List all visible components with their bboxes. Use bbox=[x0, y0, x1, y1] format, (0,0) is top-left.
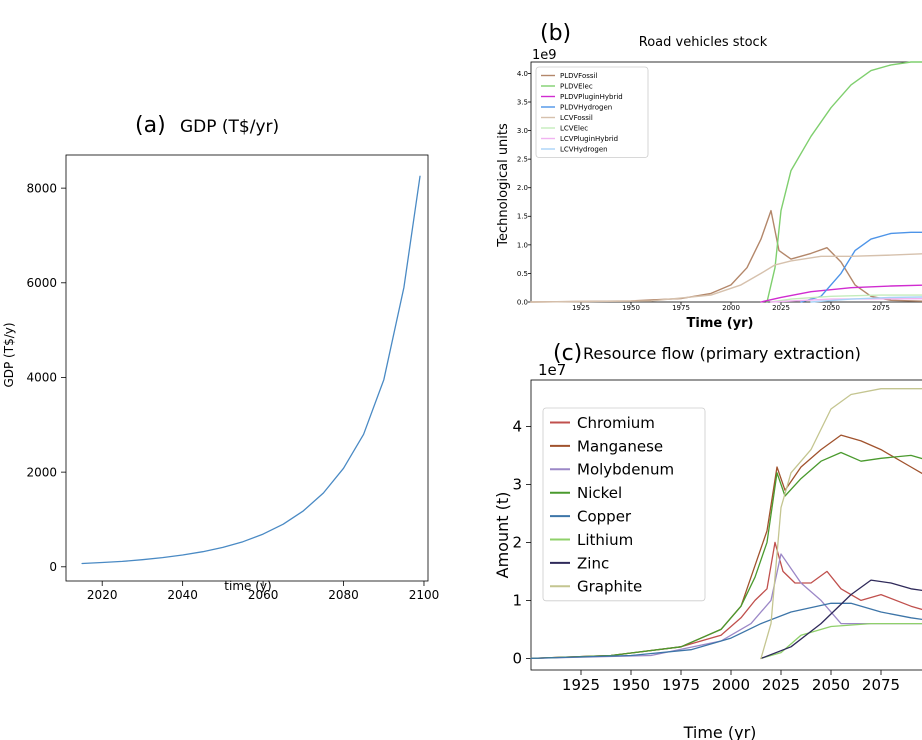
panel-a-title: GDP (T$/yr) bbox=[180, 117, 279, 137]
panel-b-y-tick-label: 1.0 bbox=[517, 241, 528, 249]
panel-a-gdp-chart: (a) GDP (T$/yr) 2020 2040 2060 2080 2100 0 200… bbox=[2, 113, 439, 602]
panel-b-x-tick-label: 1950 bbox=[622, 304, 640, 312]
panel-c-x-tick-label: 2025 bbox=[762, 676, 800, 694]
panel-b-road-vehicles-chart: (b) Road vehicles stock 1e9 1925 1950 1975… bbox=[496, 21, 922, 331]
panel-c-legend-label: Nickel bbox=[577, 484, 622, 502]
panel-c-legend-label: Zinc bbox=[577, 554, 609, 572]
panel-a-x-tick-label: 2080 bbox=[328, 588, 359, 602]
panel-b-legend-box bbox=[535, 66, 649, 158]
panel-b-x-tick-label: 2050 bbox=[822, 304, 840, 312]
panel-b-title: Road vehicles stock bbox=[639, 35, 768, 50]
panel-b-legend-label: LCVHydrogen bbox=[560, 146, 608, 154]
panel-b-xlabel: Time (yr) bbox=[687, 316, 754, 331]
panel-a-series-line-series bbox=[81, 175, 421, 565]
panel-c-series-line-zinc bbox=[760, 579, 922, 660]
panel-b-y-tick-label: 2.0 bbox=[517, 184, 528, 192]
panel-c-xlabel: Time (yr) bbox=[683, 723, 757, 740]
panel-c-series-line-graphite bbox=[760, 388, 922, 660]
panel-a-plot-frame bbox=[65, 154, 429, 582]
panel-c-y-tick-label: 2 bbox=[512, 534, 522, 552]
panel-b-y-tick-label: 0.5 bbox=[517, 270, 528, 278]
panel-b-letter: (b) bbox=[540, 21, 571, 46]
panel-c-y-tick-label: 3 bbox=[512, 476, 522, 494]
panel-b-x-tick-label: 2025 bbox=[772, 304, 790, 312]
panel-b-x-tick-label: 1925 bbox=[572, 304, 590, 312]
panel-b-legend-label: PLDVHydrogen bbox=[560, 104, 612, 112]
panel-b-legend-label: PLDVElec bbox=[560, 83, 593, 91]
panel-c-series-line-molybdenum bbox=[530, 553, 922, 660]
panel-b-x-tick-label: 2000 bbox=[722, 304, 740, 312]
panel-b-y-tick-label: 2.5 bbox=[517, 156, 528, 164]
panel-c-y-tick-label: 4 bbox=[512, 418, 522, 436]
panel-c-y-tick-label: 1 bbox=[512, 592, 522, 610]
panel-c-x-tick-label: 2050 bbox=[812, 676, 850, 694]
panel-c-x-tick-label: 2075 bbox=[862, 676, 900, 694]
panel-c-x-tick-label: 1975 bbox=[662, 676, 700, 694]
panel-b-series-line-pldvhydrogen bbox=[800, 231, 922, 303]
panel-b-exponent: 1e9 bbox=[532, 48, 557, 63]
panel-c-letter: (c) bbox=[553, 341, 582, 366]
panel-b-x-tick-label: 1975 bbox=[672, 304, 690, 312]
panel-c-ylabel: Amount (t) bbox=[493, 492, 512, 579]
panel-b-y-tick-label: 4.0 bbox=[517, 70, 528, 78]
panel-a-x-tick-label: 2060 bbox=[248, 588, 279, 602]
panel-c-legend-label: Manganese bbox=[577, 437, 663, 455]
panel-b-y-tick-label: 0.0 bbox=[517, 298, 528, 306]
panel-b-legend-label: PLDVFossil bbox=[560, 72, 597, 80]
panel-b-series-line-pldvfossil bbox=[530, 209, 922, 303]
panel-c-series-line-lithium bbox=[760, 622, 922, 660]
panel-b-y-tick-label: 1.5 bbox=[517, 213, 528, 221]
panel-a-xlabel: time (y) bbox=[224, 579, 271, 593]
panel-a-ylabel: GDP (T$/y) bbox=[2, 322, 16, 387]
panel-a-y-tick-label: 2000 bbox=[26, 465, 57, 479]
panel-a-y-tick-label: 6000 bbox=[26, 276, 57, 290]
panel-a-letter: (a) bbox=[135, 113, 166, 138]
panel-a-x-tick-label: 2040 bbox=[167, 588, 198, 602]
panel-b-legend-label: LCVPluginHybrid bbox=[560, 135, 618, 143]
panel-b-series-line-lcvelec bbox=[770, 294, 922, 303]
panel-a-y-tick-label: 4000 bbox=[26, 371, 57, 385]
panel-c-x-tick-label: 2000 bbox=[712, 676, 750, 694]
panel-c-legend-label: Chromium bbox=[577, 414, 655, 432]
panel-c-legend-label: Lithium bbox=[577, 531, 633, 549]
panel-c-legend-label: Copper bbox=[577, 508, 632, 526]
panel-b-legend-label: LCVFossil bbox=[560, 114, 593, 122]
panel-a-x-tick-label: 2100 bbox=[409, 588, 440, 602]
panel-c-series-line-chromium bbox=[530, 541, 922, 660]
panel-c-title: Resource flow (primary extraction) bbox=[583, 344, 861, 363]
panel-b-y-tick-label: 3.5 bbox=[517, 98, 528, 106]
panel-c-series-line-nickel bbox=[530, 451, 922, 660]
panel-c-exponent: 1e7 bbox=[538, 361, 566, 379]
panel-a-y-tick-label: 8000 bbox=[26, 181, 57, 195]
panel-b-legend-label: PLDVPluginHybrid bbox=[560, 93, 623, 101]
panel-c-legend-box bbox=[542, 407, 706, 602]
panel-b-series-line-lcvfossil bbox=[530, 253, 922, 303]
panel-c-x-tick-label: 1925 bbox=[562, 676, 600, 694]
panel-b-series-line-lcvpluginhybrid bbox=[770, 297, 922, 303]
panel-c-x-tick-label: 1950 bbox=[612, 676, 650, 694]
panel-c-series-line-copper bbox=[530, 602, 922, 660]
panel-b-ylabel: Technological units bbox=[496, 123, 511, 248]
panel-c-resource-flow-chart: (c) Resource flow (primary extraction) 1… bbox=[493, 341, 922, 740]
panel-b-series-line-pldvelec bbox=[766, 61, 922, 303]
panel-a-x-tick-label: 2020 bbox=[87, 588, 118, 602]
panel-b-series-line-pldvpluginhybrid bbox=[760, 284, 922, 303]
panel-b-legend-label: LCVElec bbox=[560, 125, 588, 133]
panel-b-series-line-lcvhydrogen bbox=[810, 296, 922, 303]
panel-c-y-tick-label: 0 bbox=[512, 650, 522, 668]
panel-c-legend-label: Graphite bbox=[577, 578, 642, 596]
panel-a-y-tick-label: 0 bbox=[49, 560, 57, 574]
panel-b-x-tick-label: 2075 bbox=[872, 304, 890, 312]
panel-c-legend-label: Molybdenum bbox=[577, 461, 674, 479]
panel-b-y-tick-label: 3.0 bbox=[517, 127, 528, 135]
